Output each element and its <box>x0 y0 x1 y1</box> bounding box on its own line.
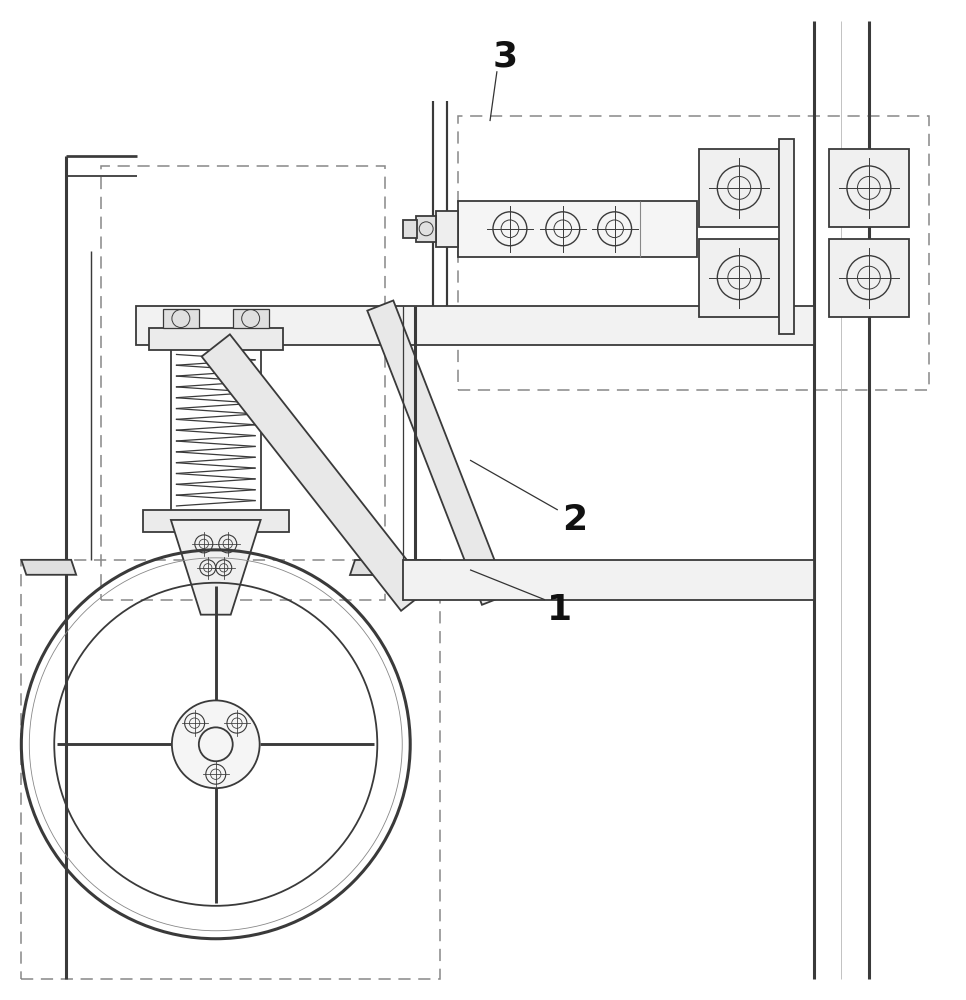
Bar <box>436 211 458 247</box>
Bar <box>233 309 269 328</box>
Text: 1: 1 <box>547 593 572 627</box>
Bar <box>21 560 440 979</box>
Bar <box>149 328 283 350</box>
Bar <box>184 532 247 557</box>
Bar <box>780 139 794 334</box>
Bar <box>403 560 814 600</box>
Bar <box>699 149 780 227</box>
Bar <box>829 239 909 317</box>
Bar <box>699 239 780 317</box>
Bar <box>458 116 928 390</box>
Bar <box>458 201 697 257</box>
Bar <box>196 557 236 579</box>
Bar <box>136 306 814 345</box>
Polygon shape <box>367 300 508 605</box>
Circle shape <box>172 700 260 788</box>
Bar <box>163 309 199 328</box>
Polygon shape <box>192 520 212 590</box>
Text: 2: 2 <box>562 503 587 537</box>
Polygon shape <box>194 520 238 560</box>
Bar <box>829 149 909 227</box>
Polygon shape <box>171 520 261 615</box>
Bar <box>101 166 385 600</box>
Polygon shape <box>202 334 429 611</box>
Polygon shape <box>219 520 240 590</box>
Bar <box>143 510 289 532</box>
Bar <box>403 220 417 238</box>
Polygon shape <box>21 560 76 575</box>
Text: 3: 3 <box>493 39 518 73</box>
Polygon shape <box>351 560 440 575</box>
Bar <box>416 216 436 242</box>
